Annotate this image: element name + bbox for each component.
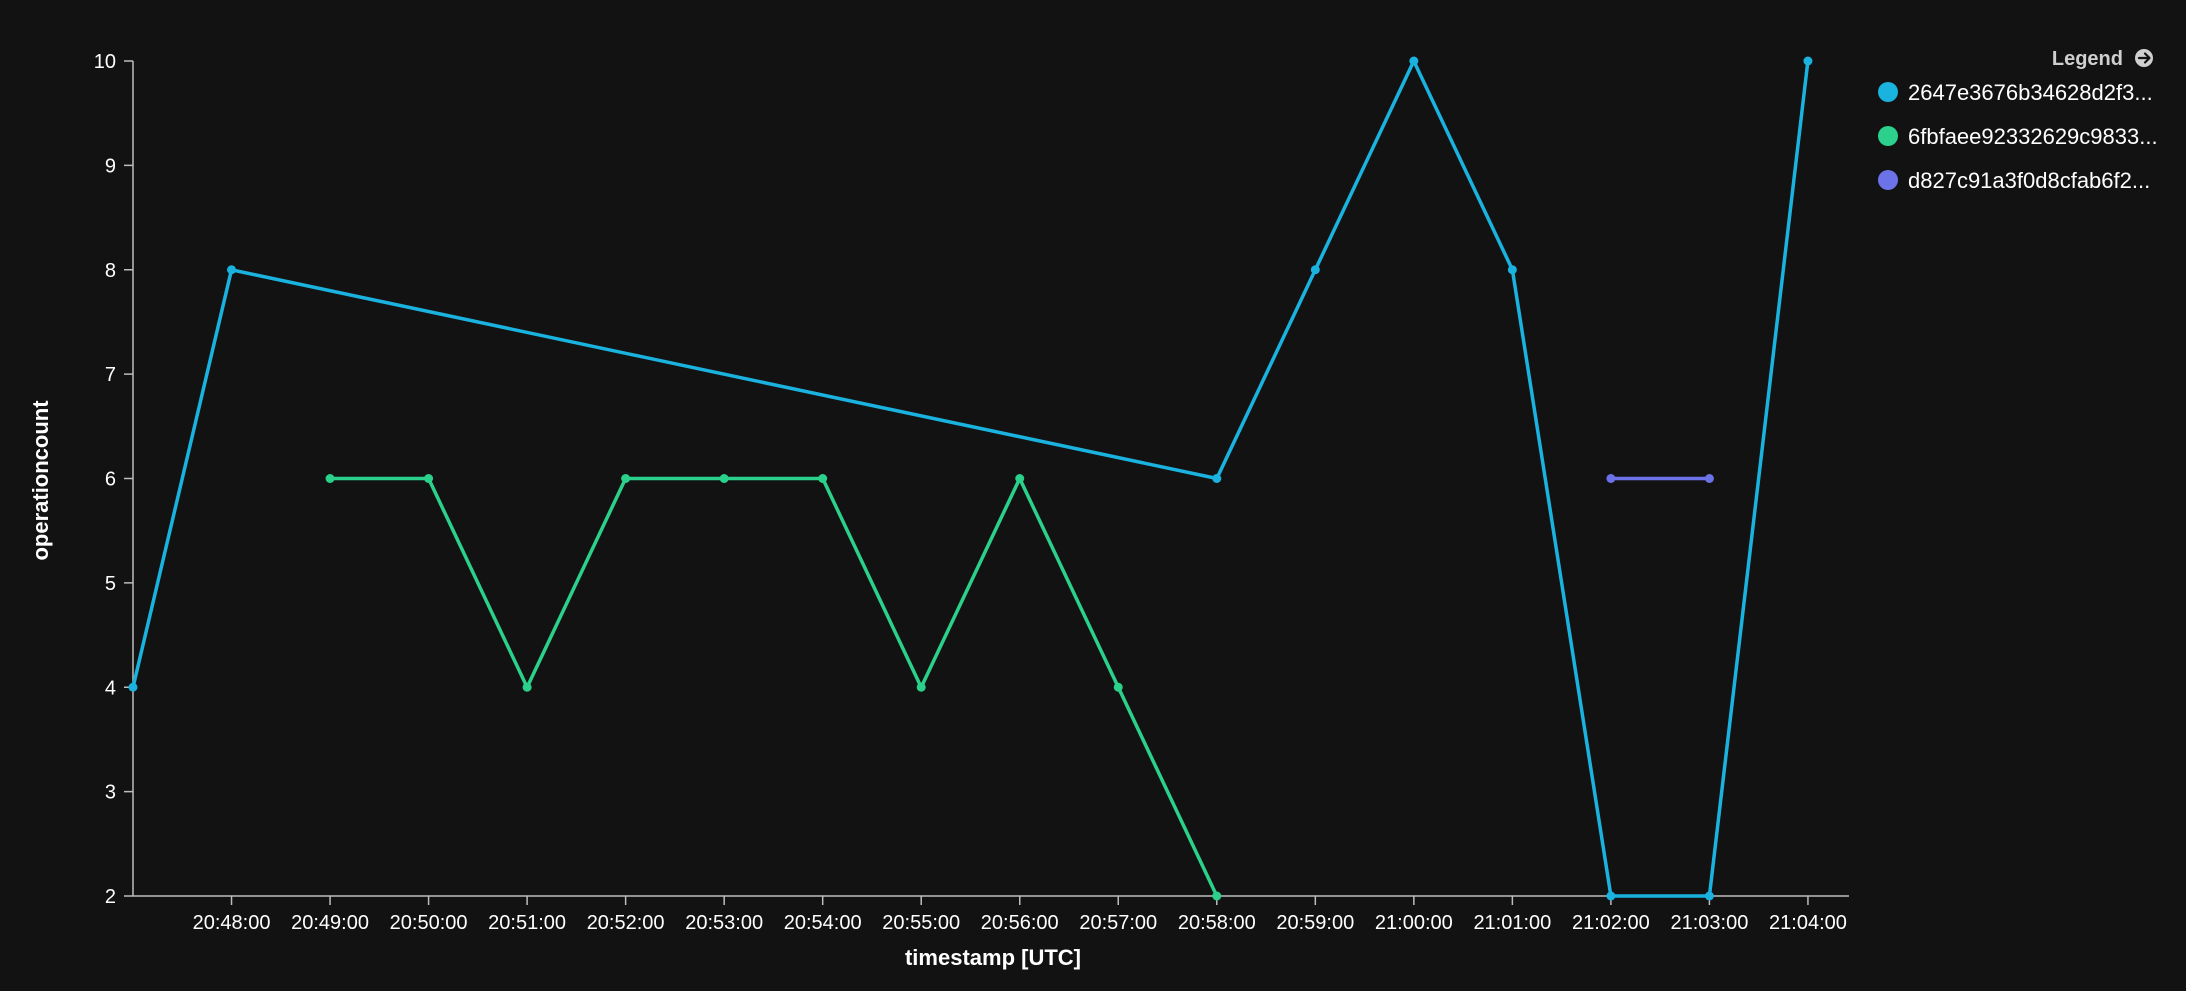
data-point xyxy=(522,682,532,692)
legend-label: 6fbfaee92332629c9833... xyxy=(1908,124,2158,149)
data-point xyxy=(1015,474,1025,483)
y-tick-label: 8 xyxy=(105,260,116,282)
legend-swatch xyxy=(1878,82,1898,102)
x-axis: 20:48:00 20:49:00 20:50:00 20:51:00 20:52:00… xyxy=(133,895,1849,934)
x-tick-label: 20:54:00 xyxy=(784,912,862,934)
data-point xyxy=(621,474,631,483)
y-tick-label: 9 xyxy=(105,155,116,177)
y-tick-label: 6 xyxy=(105,469,116,491)
legend-title: Legend xyxy=(2052,48,2123,70)
y-tick-label: 3 xyxy=(105,782,116,804)
data-point xyxy=(1606,891,1616,901)
legend-item: 2647e3676b34628d2f3... xyxy=(1878,80,2153,105)
series-layer xyxy=(128,56,1813,901)
x-tick-label: 20:53:00 xyxy=(685,912,763,934)
x-tick-label: 21:04:00 xyxy=(1769,912,1847,934)
legend-swatch xyxy=(1878,170,1898,190)
data-point xyxy=(1212,474,1222,483)
arrow-glyph xyxy=(2137,52,2151,64)
x-tick-label: 20:48:00 xyxy=(193,912,271,934)
data-point xyxy=(1704,891,1714,901)
x-tick-label: 21:01:00 xyxy=(1473,912,1551,934)
x-tick-label: 21:00:00 xyxy=(1375,912,1453,934)
x-tick-label: 21:03:00 xyxy=(1670,912,1748,934)
data-point xyxy=(1803,56,1813,66)
data-point xyxy=(1310,265,1320,275)
y-tick-label: 7 xyxy=(105,364,116,386)
data-point xyxy=(1704,474,1714,483)
data-point xyxy=(227,265,237,275)
series-2 xyxy=(325,474,1222,901)
legend-label: d827c91a3f0d8cfab6f2... xyxy=(1908,168,2150,193)
legend-swatch xyxy=(1878,126,1898,146)
series-3 xyxy=(1606,474,1714,483)
y-tick-label: 5 xyxy=(105,573,116,595)
series-line xyxy=(328,476,1219,898)
x-tick-label: 20:55:00 xyxy=(882,912,960,934)
y-tick-label: 2 xyxy=(105,886,116,908)
data-point xyxy=(719,474,729,483)
data-point xyxy=(128,682,138,692)
x-tick-label: 21:02:00 xyxy=(1572,912,1650,934)
y-tick-label: 4 xyxy=(105,677,116,699)
y-tick-label: 10 xyxy=(94,51,116,73)
data-point xyxy=(1409,56,1419,66)
legend: Legend 2647e3676b34628d2f3... 6fbfaee9233… xyxy=(1878,48,2158,193)
x-tick-label: 20:59:00 xyxy=(1276,912,1354,934)
x-tick-label: 20:50:00 xyxy=(390,912,468,934)
y-axis-title: operationcount xyxy=(28,400,53,561)
x-tick-label: 20:51:00 xyxy=(488,912,566,934)
legend-items: 2647e3676b34628d2f3... 6fbfaee92332629c98… xyxy=(1878,80,2158,193)
data-point xyxy=(916,682,926,692)
data-point xyxy=(424,474,434,483)
x-tick-label: 20:49:00 xyxy=(291,912,369,934)
x-tick-label: 20:58:00 xyxy=(1178,912,1256,934)
legend-label: 2647e3676b34628d2f3... xyxy=(1908,80,2153,105)
x-tick-label: 20:56:00 xyxy=(981,912,1059,934)
data-point xyxy=(1507,265,1517,275)
x-tick-label: 20:52:00 xyxy=(587,912,665,934)
y-axis: 2 3 4 5 6 7 8 9 10 xyxy=(94,51,134,908)
data-point xyxy=(1212,891,1222,901)
data-point xyxy=(1606,474,1616,483)
x-axis-title: timestamp [UTC] xyxy=(905,945,1081,970)
series-1 xyxy=(128,56,1813,901)
data-point xyxy=(325,474,335,483)
data-point xyxy=(818,474,828,483)
arrow-right-circle-icon[interactable] xyxy=(2135,49,2153,67)
x-tick-label: 20:57:00 xyxy=(1079,912,1157,934)
data-point xyxy=(1113,682,1123,692)
legend-item: d827c91a3f0d8cfab6f2... xyxy=(1878,168,2150,193)
legend-item: 6fbfaee92332629c9833... xyxy=(1878,124,2158,149)
